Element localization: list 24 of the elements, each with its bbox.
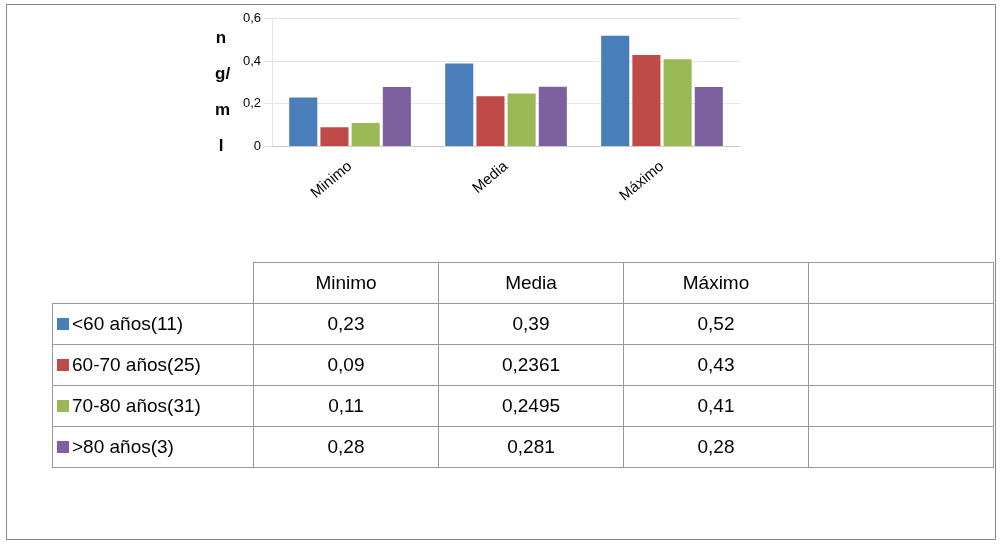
category-label: Minimo — [315, 272, 377, 293]
y-axis-title: ng/ml — [215, 27, 231, 157]
data-label: 0,23 — [253, 303, 439, 345]
data-label: 0,39 — [438, 303, 624, 345]
legend-label: 70-80 años(31) — [52, 385, 254, 427]
data-label: 0,43 — [623, 344, 809, 386]
y-tick-label: 0 — [253, 138, 262, 154]
legend-label: <60 años(11) — [52, 303, 254, 345]
y-tick-label: 0,4 — [242, 52, 262, 68]
data-label: 0,281 — [438, 426, 624, 468]
legend-label: 60-70 años(25) — [52, 344, 254, 386]
category-label: Media — [505, 272, 557, 293]
category-label: Máximo — [682, 272, 750, 293]
y-tick-label: 0,2 — [242, 95, 262, 111]
data-label: 0,52 — [623, 303, 809, 345]
data-label: 0,11 — [253, 385, 439, 427]
data-label: 0,41 — [623, 385, 809, 427]
data-label: 0,2495 — [438, 385, 624, 427]
data-label: 0,09 — [253, 344, 439, 386]
y-tick-label: 0,6 — [242, 10, 262, 26]
legend-label: >80 años(3) — [52, 426, 254, 468]
data-label: 0,28 — [253, 426, 439, 468]
data-label: 0,28 — [623, 426, 809, 468]
data-label: 0,2361 — [438, 344, 624, 386]
